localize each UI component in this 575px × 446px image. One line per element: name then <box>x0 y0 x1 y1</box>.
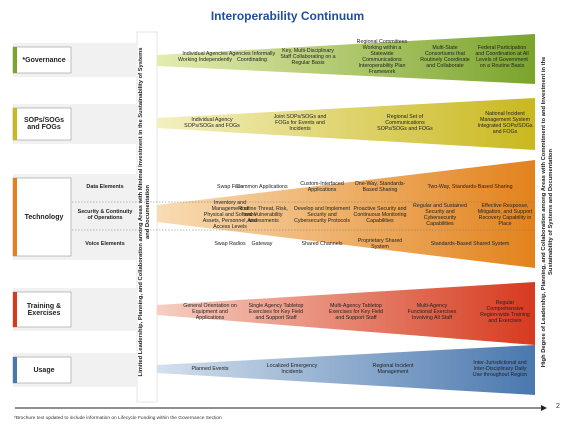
stage-text: Routine Threat, Risk, and Vulnerability … <box>238 206 288 224</box>
stage-text: Proprietary Shared System <box>357 238 403 250</box>
stage-text: General Orientation on Equipment and App… <box>183 303 237 321</box>
row-label-box <box>12 107 72 141</box>
row-label: Usage <box>33 366 55 374</box>
continuum-wedge <box>157 345 535 395</box>
stage-text: Swap Radios <box>214 241 246 248</box>
row-accent <box>13 108 17 140</box>
stage-text: Two-Way, Standards-Based Sharing <box>427 184 513 191</box>
sub-label: Data Elements <box>86 184 124 191</box>
stage-text: Regional Committees Working within a Sta… <box>356 39 408 75</box>
stage-text: Planned Events <box>191 366 229 373</box>
stage-text: Key, Multi-Disciplinary Staff Collaborat… <box>280 48 336 66</box>
sub-label: Security & Continuity of Operations <box>77 209 133 221</box>
stage-text: Effective Response, Mitigation, and Supp… <box>477 203 533 227</box>
stage-text: Gateway <box>251 241 273 248</box>
stage-text: Inventory and Management of Physical and… <box>202 200 258 230</box>
stage-text: Multi-State Consortiums that Routinely C… <box>420 45 470 69</box>
stage-text: One-Way, Standards-Based Sharing <box>354 181 406 193</box>
stage-text: Joint SOPs/SOGs and FOGs for Events and … <box>273 114 327 132</box>
left-axis-text: Limited Leadership, Planning, and Collab… <box>138 47 151 377</box>
stage-text: Regular and Sustained Security and Cyber… <box>413 203 467 227</box>
stage-text: Agencies Informally Coordinating <box>228 51 276 63</box>
row-accent <box>13 357 17 383</box>
right-axis-text: High Degree of Leadership, Planning, and… <box>541 56 554 368</box>
stage-text: Federal Participation and Coordination a… <box>475 45 529 69</box>
stage-text: Custom-Interfaced Applications <box>300 181 344 193</box>
stage-text: National Incident Management System Inte… <box>477 111 533 135</box>
stage-text: Standards-Based Shared System <box>430 241 510 248</box>
stage-text: Proactive Security and Continuous Monito… <box>353 206 407 224</box>
row-label-box <box>12 291 72 328</box>
row-accent <box>13 47 17 73</box>
title: Interoperability Continuum <box>210 9 365 23</box>
row-label-box <box>12 356 72 384</box>
row-label-box <box>12 177 72 257</box>
continuum-wedge <box>157 34 535 84</box>
row-accent <box>13 292 17 327</box>
stage-text: Multi-Agency Functional Exercises Involv… <box>407 303 457 321</box>
stage-text: Regular Comprehensive Region-wide Traini… <box>480 300 530 324</box>
stage-text: Single Agency Tabletop Exercises for Key… <box>248 303 304 321</box>
stage-text: Localized Emergency Incidents <box>266 363 318 375</box>
row-label: *Governance <box>22 56 66 64</box>
stage-text: Inter-Jurisdictional and Inter-Disciplin… <box>472 360 528 378</box>
stage-text: Regional Incident Management <box>372 363 414 375</box>
stage-text: Develop and Implement Security and Cyber… <box>294 206 350 224</box>
row-label: Technology <box>24 213 64 221</box>
page-number: 2 <box>556 403 560 410</box>
continuum-wedge <box>157 160 535 268</box>
sub-label: Voice Elements <box>85 241 125 248</box>
row-label: SOPs/SOGs and FOGs <box>23 117 65 131</box>
stage-text: Common Applications <box>236 184 288 191</box>
stage-text: Individual Agencies Working Independentl… <box>177 51 233 63</box>
continuum-wedge <box>157 282 535 345</box>
row-label-box <box>12 46 72 74</box>
row-accent <box>13 178 17 256</box>
stage-text: Shared Channels <box>301 241 343 248</box>
continuum-wedge <box>157 98 535 150</box>
stage-text: Individual Agency SOPs/SOGs and FOGs <box>184 117 240 129</box>
stage-text: Regional Set of Communications SOPs/SOGs… <box>377 114 433 132</box>
footnote: *Brochure text updated to include inform… <box>14 416 222 421</box>
row-label: Training & Exercises <box>26 302 62 317</box>
stage-text: Multi-Agency Tabletop Exercises for Key … <box>328 303 384 321</box>
stage-text: Swap Files <box>217 184 243 191</box>
